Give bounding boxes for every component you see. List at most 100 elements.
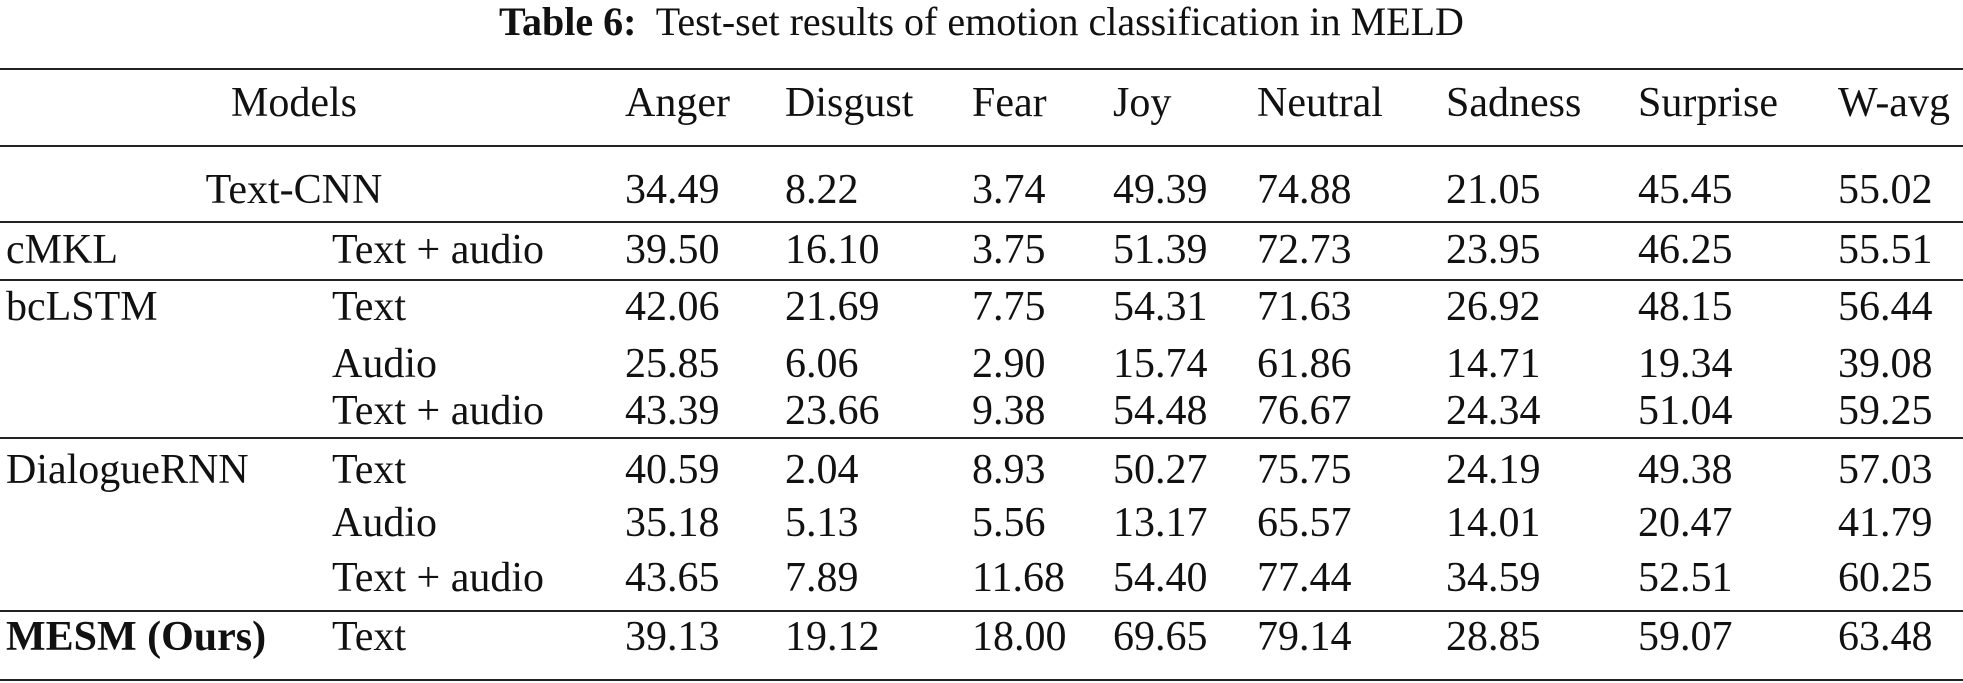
- cell: 14.01: [1446, 500, 1541, 546]
- cell: 5.13: [785, 500, 859, 546]
- cell: 43.65: [625, 555, 720, 601]
- header-cell: Fear: [972, 80, 1047, 126]
- cell: 76.67: [1257, 388, 1352, 434]
- cell: 71.63: [1257, 284, 1352, 330]
- cell: 52.51: [1638, 555, 1733, 601]
- cell: 25.85: [625, 341, 720, 387]
- modality: Audio: [332, 341, 437, 387]
- model-name: DialogueRNN: [6, 447, 249, 493]
- cell: 11.68: [972, 555, 1065, 601]
- modality: Text + audio: [332, 388, 545, 434]
- caption: Table 6: Test-set results of emotion cla…: [0, 0, 1963, 44]
- rule: [0, 145, 1963, 147]
- cell: 46.25: [1638, 227, 1733, 273]
- header-cell: Joy: [1113, 80, 1172, 126]
- cell: 42.06: [625, 284, 720, 330]
- cell: 69.65: [1113, 614, 1208, 660]
- modality: Text: [332, 284, 407, 330]
- cell: 21.05: [1446, 167, 1541, 213]
- cell: 60.25: [1838, 555, 1933, 601]
- cell: 13.17: [1113, 500, 1208, 546]
- header-cell: W-avg: [1838, 80, 1950, 126]
- cell: 23.95: [1446, 227, 1541, 273]
- cell: 2.90: [972, 341, 1046, 387]
- cell: 43.39: [625, 388, 720, 434]
- cell: 35.18: [625, 500, 720, 546]
- cell: 26.92: [1446, 284, 1541, 330]
- cell: 2.04: [785, 447, 859, 493]
- cell: 54.40: [1113, 555, 1208, 601]
- cell: 51.39: [1113, 227, 1208, 273]
- header-cell: Surprise: [1638, 80, 1778, 126]
- cell: 59.25: [1838, 388, 1933, 434]
- header-cell: Anger: [625, 80, 730, 126]
- rule: [0, 679, 1963, 681]
- model-name: bcLSTM: [6, 284, 158, 330]
- cell: 34.49: [625, 167, 720, 213]
- cell: 65.57: [1257, 500, 1352, 546]
- cell: 63.48: [1838, 614, 1933, 660]
- cell: 45.45: [1638, 167, 1733, 213]
- cell: 49.38: [1638, 447, 1733, 493]
- modality: Text: [332, 614, 407, 660]
- cell: 57.03: [1838, 447, 1933, 493]
- cell: 49.39: [1113, 167, 1208, 213]
- cell: 34.59: [1446, 555, 1541, 601]
- cell: 6.06: [785, 341, 859, 387]
- cell: 20.47: [1638, 500, 1733, 546]
- cell: 79.14: [1257, 614, 1352, 660]
- cell: 55.02: [1838, 167, 1933, 213]
- model-name: MESM (Ours): [6, 614, 267, 660]
- model-name: cMKL: [6, 227, 118, 273]
- rule: [0, 437, 1963, 439]
- cell: 21.69: [785, 284, 880, 330]
- cell: 59.07: [1638, 614, 1733, 660]
- cell: 7.75: [972, 284, 1046, 330]
- modality: Text: [332, 447, 407, 493]
- cell: 23.66: [785, 388, 880, 434]
- cell: 9.38: [972, 388, 1046, 434]
- cell: 3.74: [972, 167, 1046, 213]
- cell: 7.89: [785, 555, 859, 601]
- cell: 19.34: [1638, 341, 1733, 387]
- cell: 24.34: [1446, 388, 1541, 434]
- cell: 51.04: [1638, 388, 1733, 434]
- rule: [0, 68, 1963, 70]
- rule: [0, 279, 1963, 281]
- cell: 77.44: [1257, 555, 1352, 601]
- cell: 39.50: [625, 227, 720, 273]
- cell: 54.48: [1113, 388, 1208, 434]
- cell: 74.88: [1257, 167, 1352, 213]
- cell: 75.75: [1257, 447, 1352, 493]
- cell: 72.73: [1257, 227, 1352, 273]
- cell: 39.08: [1838, 341, 1933, 387]
- header-cell: Sadness: [1446, 80, 1582, 126]
- modality: Text + audio: [332, 227, 545, 273]
- cell: 15.74: [1113, 341, 1208, 387]
- cell: 55.51: [1838, 227, 1933, 273]
- cell: 5.56: [972, 500, 1046, 546]
- modality: Text + audio: [332, 555, 545, 601]
- cell: 16.10: [785, 227, 880, 273]
- cell: 8.93: [972, 447, 1046, 493]
- header-cell: Models: [231, 80, 357, 126]
- cell: 41.79: [1838, 500, 1933, 546]
- rule: [0, 221, 1963, 223]
- cell: 18.00: [972, 614, 1067, 660]
- cell: 24.19: [1446, 447, 1541, 493]
- cell: 56.44: [1838, 284, 1933, 330]
- model-name: Text-CNN: [205, 167, 383, 213]
- cell: 19.12: [785, 614, 880, 660]
- cell: 3.75: [972, 227, 1046, 273]
- cell: 8.22: [785, 167, 859, 213]
- header-cell: Neutral: [1257, 80, 1383, 126]
- cell: 54.31: [1113, 284, 1208, 330]
- caption-label: Table 6:: [499, 0, 637, 44]
- cell: 48.15: [1638, 284, 1733, 330]
- cell: 28.85: [1446, 614, 1541, 660]
- modality: Audio: [332, 500, 437, 546]
- cell: 61.86: [1257, 341, 1352, 387]
- caption-text: Test-set results of emotion classificati…: [655, 0, 1464, 44]
- cell: 50.27: [1113, 447, 1208, 493]
